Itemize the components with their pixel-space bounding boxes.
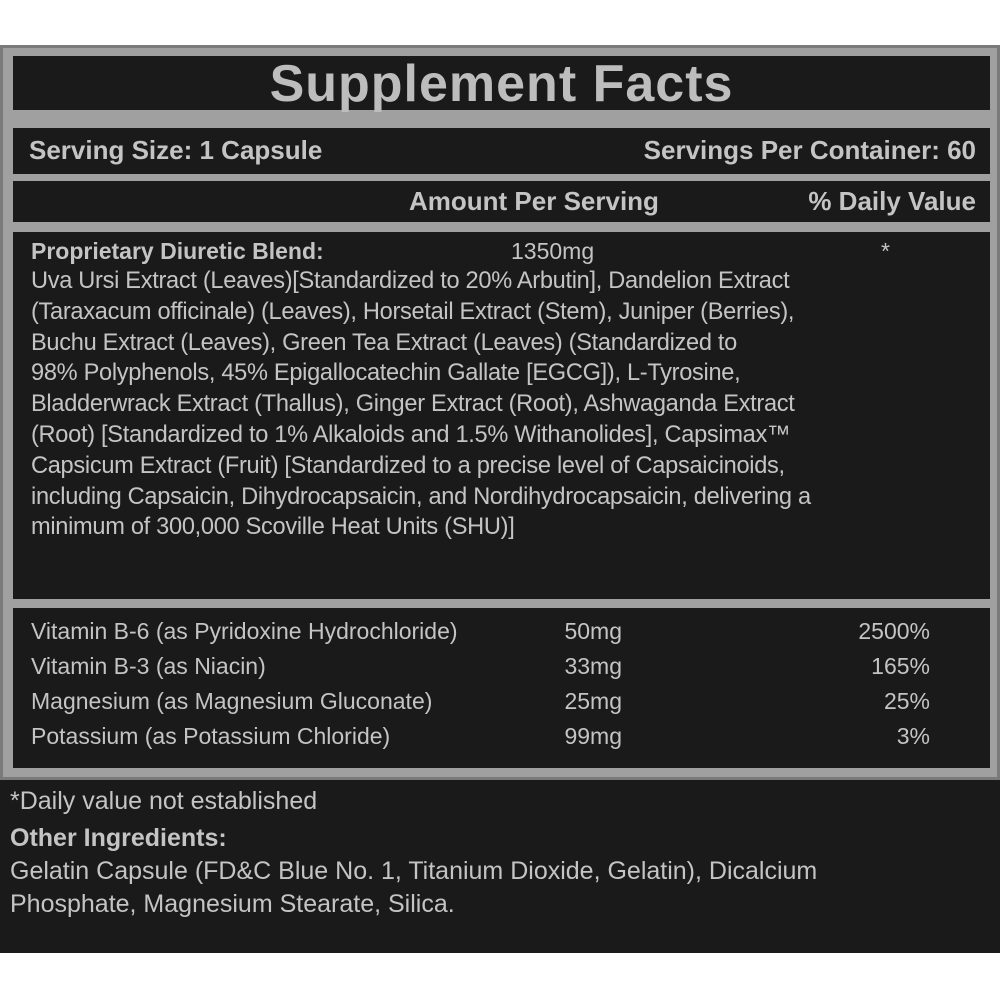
- blend-ingredient-line: including Capsaicin, Dihydrocapsaicin, a…: [31, 483, 811, 510]
- nutrient-row: Vitamin B-3 (as Niacin) 33mg 165%: [31, 653, 972, 683]
- blend-amount: 1350mg: [511, 238, 595, 264]
- nutrient-name: Magnesium (as Magnesium Gluconate): [31, 688, 433, 714]
- supplement-facts-label: Supplement Facts Serving Size: 1 Capsule…: [0, 45, 1000, 953]
- other-ingredients-line: Phosphate, Magnesium Stearate, Silica.: [10, 890, 455, 918]
- nutrient-amount: 50mg: [564, 618, 622, 644]
- nutrient-name: Potassium (as Potassium Chloride): [31, 723, 391, 749]
- facts-frame: Supplement Facts Serving Size: 1 Capsule…: [0, 45, 1000, 780]
- blend-ingredient-line: Buchu Extract (Leaves), Green Tea Extrac…: [31, 329, 737, 356]
- amount-header: Amount Per Serving: [409, 186, 659, 216]
- nutrient-row: Magnesium (as Magnesium Gluconate) 25mg …: [31, 688, 972, 718]
- nutrient-amount: 33mg: [564, 653, 622, 679]
- nutrient-amount: 99mg: [564, 723, 622, 749]
- blend-dv: *: [881, 238, 890, 264]
- serving-size: Serving Size: 1 Capsule: [29, 135, 323, 165]
- serving-box: Serving Size: 1 Capsule Servings Per Con…: [13, 128, 990, 174]
- nutrient-name: Vitamin B-6 (as Pyridoxine Hydrochloride…: [31, 618, 458, 644]
- servings-per-container: Servings Per Container: 60: [643, 135, 976, 165]
- other-ingredients-line: Gelatin Capsule (FD&C Blue No. 1, Titani…: [10, 857, 818, 885]
- nutrient-dv: 25%: [883, 688, 930, 714]
- blend-ingredient-line: Capsicum Extract (Fruit) [Standardized t…: [31, 452, 785, 479]
- nutrient-row: Potassium (as Potassium Chloride) 99mg 3…: [31, 723, 972, 753]
- nutrient-amount: 25mg: [564, 688, 622, 714]
- blend-box: Proprietary Diuretic Blend: 1350mg * Uva…: [13, 232, 990, 599]
- blend-ingredient-line: Uva Ursi Extract (Leaves)[Standardized t…: [31, 268, 790, 294]
- footer: *Daily value not established Other Ingre…: [10, 785, 990, 921]
- blend-ingredient-line: 98% Polyphenols, 45% Epigallocatechin Ga…: [31, 360, 741, 387]
- nutrient-name: Vitamin B-3 (as Niacin): [31, 653, 266, 679]
- nutrient-dv: 3%: [896, 723, 930, 749]
- blend-header: Proprietary Diuretic Blend: 1350mg *: [31, 238, 972, 268]
- daily-value-header: % Daily Value: [808, 186, 976, 216]
- nutrient-dv: 2500%: [858, 618, 930, 644]
- nutrient-dv: 165%: [871, 653, 930, 679]
- blend-ingredient-line: (Root) [Standardized to 1% Alkaloids and…: [31, 422, 791, 448]
- label-title: Supplement Facts: [269, 55, 734, 113]
- blend-name: Proprietary Diuretic Blend:: [31, 238, 324, 264]
- title-box: Supplement Facts: [13, 55, 990, 113]
- other-ingredients-heading: Other Ingredients:: [10, 824, 227, 852]
- nutrient-row: Vitamin B-6 (as Pyridoxine Hydrochloride…: [31, 618, 972, 648]
- nutrients-box: Vitamin B-6 (as Pyridoxine Hydrochloride…: [13, 608, 990, 768]
- column-header-box: Amount Per Serving % Daily Value: [13, 181, 990, 222]
- footnote: *Daily value not established: [10, 787, 318, 815]
- blend-ingredient-line: minimum of 300,000 Scoville Heat Units (…: [31, 514, 515, 541]
- blend-ingredient-line: (Taraxacum officinale) (Leaves), Horseta…: [31, 298, 795, 325]
- blend-ingredient-line: Bladderwrack Extract (Thallus), Ginger E…: [31, 391, 795, 418]
